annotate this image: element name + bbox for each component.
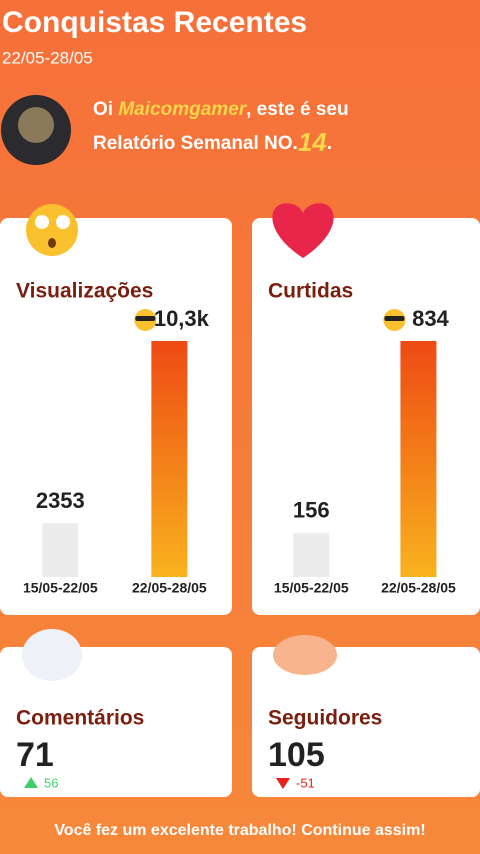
date-range: 22/05-28/05	[2, 48, 93, 67]
emoji-icon	[26, 204, 78, 256]
stat-value: 71	[16, 736, 54, 774]
footer: Você fez um excelente trabalho! Continue…	[54, 822, 425, 839]
period-label: 15/05-22/05	[274, 580, 349, 596]
bar	[151, 341, 188, 577]
stat-change: -51	[296, 775, 315, 790]
card-title: Comentários	[16, 707, 144, 730]
greeting-suffix: .	[327, 133, 332, 154]
card	[252, 647, 480, 797]
period-label: 22/05-28/05	[132, 580, 207, 596]
bar	[293, 532, 330, 577]
card	[0, 647, 232, 797]
card-title: Seguidores	[268, 707, 382, 730]
value-label: 156	[293, 498, 330, 523]
report-number: 14	[298, 127, 327, 157]
greeting-prefix: Oi	[93, 99, 118, 120]
period-label: 22/05-28/05	[381, 580, 456, 596]
arrow-up	[24, 777, 38, 788]
comment-icon	[22, 629, 82, 681]
stat-value: 105	[268, 736, 325, 774]
period-label: 15/05-22/05	[23, 580, 98, 596]
emoji-eye	[56, 215, 70, 229]
handshake-icon	[273, 635, 337, 675]
card	[0, 218, 232, 615]
username: Maicomgamer	[118, 99, 247, 120]
card-title: Curtidas	[268, 280, 353, 303]
heart-icon	[272, 203, 334, 258]
emoji-mouth	[48, 238, 56, 248]
greeting-line-2: Relatório Semanal NO.14.	[93, 127, 332, 157]
value-label: 834	[412, 306, 449, 331]
bar	[400, 341, 437, 577]
greeting-middle: , este é seu	[246, 99, 348, 120]
card	[252, 218, 480, 615]
emoji-glasses	[135, 316, 156, 321]
avatar-figure	[18, 107, 54, 143]
report-label: Relatório Semanal NO.	[93, 133, 298, 154]
bar	[42, 523, 79, 577]
emoji-eye	[35, 215, 49, 229]
arrow-down	[276, 778, 290, 789]
card-title: Visualizações	[16, 280, 153, 303]
title: Conquistas Recentes	[2, 6, 307, 39]
value-label: 2353	[36, 488, 85, 513]
value-label: 10,3k	[154, 306, 210, 331]
emoji-glasses	[384, 316, 405, 321]
greeting-line-1: Oi Maicomgamer, este é seu	[93, 99, 349, 120]
stat-change: 56	[44, 775, 58, 790]
